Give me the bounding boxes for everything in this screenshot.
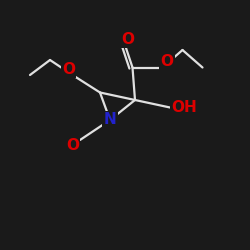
- Text: N: N: [104, 112, 117, 128]
- Text: O: O: [62, 62, 75, 77]
- Text: O: O: [121, 32, 134, 47]
- Text: OH: OH: [171, 100, 196, 115]
- Text: O: O: [160, 54, 173, 70]
- Text: O: O: [66, 138, 79, 152]
